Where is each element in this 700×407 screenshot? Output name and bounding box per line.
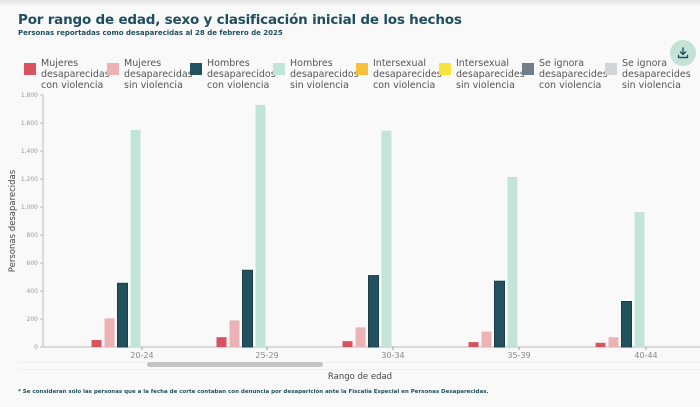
bar [229, 320, 240, 347]
y-tick-label: 1,600 [21, 120, 38, 127]
y-tick-label: 1,400 [21, 148, 38, 155]
bar [242, 269, 253, 348]
footnote: * Se consideran sólo las personas que a … [18, 389, 489, 395]
legend-item[interactable]: Mujeres desaparecidas sin violencia [107, 58, 193, 91]
bar [468, 342, 479, 347]
legend-label: Hombres desaparecidos con violencia [207, 58, 276, 91]
legend-label: Mujeres desaparecidas sin violencia [124, 58, 193, 91]
bar [117, 282, 128, 348]
bar [634, 211, 645, 347]
legend-label: Mujeres desaparecidas con violencia [41, 58, 110, 91]
legend-item[interactable]: Hombres desaparecidos con violencia [190, 58, 276, 91]
legend-swatch [273, 63, 285, 75]
x-tick-label: 30-34 [381, 351, 404, 360]
bar [130, 130, 141, 347]
chart-title: Por rango de edad, sexo y clasificación … [18, 12, 462, 28]
x-tick-label: 40-44 [634, 351, 657, 360]
y-tick-label: 1,800 [21, 92, 38, 99]
horizontal-scroll-track[interactable] [18, 362, 700, 370]
bar [368, 275, 379, 348]
bar [355, 327, 366, 347]
bar [216, 337, 227, 347]
bar [91, 340, 102, 347]
y-tick-label: 1,000 [21, 204, 38, 211]
legend-swatch [439, 63, 451, 75]
y-tick-label: 1,200 [21, 176, 38, 183]
y-tick-label: 200 [27, 316, 39, 323]
y-axis-title: Personas desaparecidas [8, 169, 18, 272]
x-tick-label: 35-39 [507, 351, 530, 360]
bar [255, 104, 266, 347]
legend-swatch [356, 63, 368, 75]
legend-item[interactable]: Se ignora desaparecides con violencia [522, 58, 608, 91]
legend-item[interactable]: Intersexual desaparecides sin violencia [439, 58, 525, 91]
download-icon [677, 47, 689, 59]
bar [621, 301, 632, 348]
legend-item[interactable]: Mujeres desaparecidas con violencia [24, 58, 110, 91]
bar [595, 342, 606, 347]
legend-label: Se ignora desaparecides con violencia [539, 58, 608, 91]
x-tick-label: 25-29 [255, 351, 278, 360]
bar [507, 176, 518, 347]
legend-label: Se ignora desaparecides sin violencia [622, 58, 691, 91]
horizontal-scrollbar-thumb[interactable] [147, 362, 323, 367]
x-axis-title: Rango de edad [328, 372, 392, 382]
legend-swatch [190, 63, 202, 75]
chart-legend: Mujeres desaparecidas con violencia Mujer… [24, 58, 691, 91]
legend-label: Hombres desaparecidos sin violencia [290, 58, 359, 91]
legend-item[interactable]: Se ignora desaparecides sin violencia [605, 58, 691, 91]
legend-item[interactable]: Intersexual desaparecides con violencia [356, 58, 442, 91]
bar [342, 341, 353, 347]
legend-item[interactable]: Hombres desaparecidos sin violencia [273, 58, 359, 91]
legend-swatch [605, 63, 617, 75]
legend-swatch [24, 63, 36, 75]
bar [104, 318, 115, 347]
legend-swatch [107, 63, 119, 75]
bar [608, 337, 619, 347]
top-shadow [0, 0, 700, 6]
legend-label: Intersexual desaparecides sin violencia [456, 58, 525, 91]
download-button[interactable] [670, 40, 696, 66]
bar [494, 280, 505, 348]
y-tick-label: 600 [27, 260, 39, 267]
legend-label: Intersexual desaparecides con violencia [373, 58, 442, 91]
y-tick-label: 400 [27, 288, 39, 295]
y-tick-label: 800 [27, 232, 39, 239]
bar [481, 331, 492, 347]
bar [381, 130, 392, 347]
x-tick-label: 20-24 [130, 351, 153, 360]
legend-swatch [522, 63, 534, 75]
y-tick-label: 0 [34, 344, 38, 351]
chart-subtitle: Personas reportadas como desaparecidas a… [18, 29, 283, 37]
